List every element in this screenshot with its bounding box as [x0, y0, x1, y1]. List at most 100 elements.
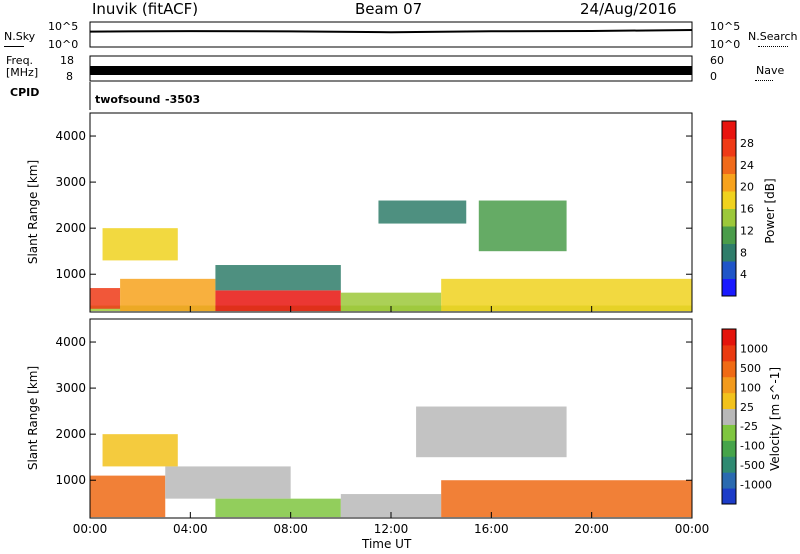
power-cbar-swatch — [722, 226, 736, 244]
power-cbar-swatch — [722, 191, 736, 209]
time-xtick-label: 08:00 — [273, 522, 308, 536]
power-cbar-swatch — [722, 173, 736, 192]
velocity-cbar-swatch — [722, 424, 736, 441]
noise-panel-frame — [89, 21, 693, 48]
nsky-tick-top: 10^5 — [48, 20, 79, 33]
power-cbar-swatch — [722, 156, 736, 174]
power-cbar-tick-label: 12 — [740, 224, 754, 237]
velocity-cbar-swatch — [722, 440, 736, 457]
velocity-ytick-label: 3000 — [55, 381, 86, 395]
nsky-underline — [4, 46, 24, 47]
velocity-band-6 — [102, 434, 178, 467]
nsky-label: N.Sky — [4, 30, 36, 43]
time-xtick-label: 20:00 — [574, 522, 609, 536]
power-cbar-tick-label: 24 — [740, 159, 754, 172]
velocity-cbar-swatch — [722, 456, 736, 473]
power-ytick-label: 1000 — [55, 267, 86, 281]
velocity-cbar-tick-label: -100 — [740, 440, 765, 453]
time-xtick-label: 12:00 — [374, 522, 409, 536]
velocity-cbar-tick-label: -25 — [740, 420, 758, 433]
nave-dots — [755, 80, 773, 81]
velocity-cbar-tick-label: -500 — [740, 459, 765, 472]
cpid-program-id: -3503 — [165, 93, 201, 106]
power-cbar-swatch — [722, 121, 736, 139]
power-band-4 — [215, 265, 341, 291]
power-ylabel: Slant Range [km] — [26, 159, 40, 265]
velocity-band-2 — [215, 498, 341, 518]
velocity-cbar-swatch — [722, 408, 736, 425]
power-band-3 — [215, 290, 341, 312]
power-cbar-swatch — [722, 278, 736, 297]
time-xtick-label: 04:00 — [173, 522, 208, 536]
power-ytick-label: 2000 — [55, 221, 86, 235]
power-cbar-tick-label: 4 — [740, 268, 747, 281]
time-xtick-label: 16:00 — [474, 522, 509, 536]
date-label: 24/Aug/2016 — [580, 0, 677, 18]
velocity-cbar-swatch — [722, 392, 736, 410]
power-band-1 — [90, 288, 121, 309]
power-heatmap — [90, 200, 692, 312]
power-cbar-swatch — [722, 261, 736, 279]
velocity-band-0 — [90, 475, 166, 518]
velocity-band-4 — [441, 480, 692, 518]
power-band-9 — [102, 228, 178, 261]
nsky-tick-bottom: 10^0 — [48, 38, 79, 51]
nave-tick-bottom: 0 — [710, 70, 717, 83]
nsearch-tick-bottom: 10^0 — [710, 38, 741, 51]
velocity-cbar-tick-label: -1000 — [740, 479, 772, 492]
power-band-7 — [378, 200, 467, 224]
time-xtick-label: 00:00 — [73, 522, 108, 536]
power-colorbar: 4 8 12 16 20 24 28 — [721, 120, 754, 297]
cpid-program: twofsound — [95, 93, 161, 106]
freq-label-line1: Freq. — [6, 54, 34, 67]
velocity-cbar-swatch — [722, 472, 736, 489]
velocity-ylabel: Slant Range [km] — [26, 365, 40, 471]
time-xtick-label: 00:00 — [675, 522, 710, 536]
velocity-band-1 — [165, 466, 291, 499]
power-cbar-tick-label: 8 — [740, 246, 747, 259]
power-cbar-frame — [721, 120, 737, 297]
power-band-6 — [441, 278, 692, 312]
power-band-8 — [478, 200, 567, 252]
nsearch-dots — [758, 46, 788, 47]
velocity-cbar-tick-label: 1000 — [740, 342, 768, 355]
velocity-ytick-label: 2000 — [55, 427, 86, 441]
power-band-5 — [340, 292, 442, 312]
velocity-cbar-swatch — [722, 488, 736, 505]
power-ytick-label: 3000 — [55, 175, 86, 189]
nave-tick-top: 60 — [710, 54, 724, 67]
freq-tick-bottom: 8 — [66, 70, 73, 83]
freq-band — [90, 66, 692, 75]
power-cbar-tick-label: 16 — [740, 203, 754, 216]
freq-tick-top: 18 — [60, 54, 74, 67]
velocity-heatmap — [90, 406, 692, 518]
velocity-band-5 — [416, 406, 567, 458]
velocity-band-3 — [340, 494, 442, 518]
velocity-ytick-label: 1000 — [55, 473, 86, 487]
velocity-cbar-swatch — [722, 360, 736, 378]
power-axis-ticks: 1000 2000 3000 4000 — [55, 129, 693, 312]
velocity-cbar-swatch — [722, 329, 736, 346]
site-title: Inuvik (fitACF) — [92, 0, 199, 18]
velocity-cbar-tick-label: 25 — [740, 401, 754, 414]
velocity-colorbar: -1000 -500 -100 -25 25 100 500 1000 — [721, 328, 772, 505]
velocity-cbar-label: Velocity [m s^-1] — [768, 366, 782, 472]
nsearch-label: N.Search — [748, 30, 798, 43]
beam-label: Beam 07 — [355, 0, 423, 18]
power-cbar-tick-label: 28 — [740, 137, 754, 150]
power-cbar-tick-label: 20 — [740, 181, 754, 194]
power-ytick-label: 4000 — [55, 129, 86, 143]
power-band-2 — [120, 278, 216, 312]
power-cbar-label: Power [dB] — [763, 178, 777, 244]
velocity-cbar-tick-label: 500 — [740, 362, 761, 375]
noise-series-line — [89, 29, 693, 34]
velocity-axis-ticks: 1000 2000 3000 4000 00:00 04:00 08:00 12:00 16:0… — [55, 335, 709, 536]
velocity-cbar-swatch — [722, 344, 736, 362]
velocity-cbar-swatch — [722, 376, 736, 394]
cpid-label: CPID — [10, 86, 40, 99]
freq-label-line2: [MHz] — [6, 66, 39, 79]
power-cbar-swatch — [722, 243, 736, 262]
nsearch-tick-top: 10^5 — [710, 20, 741, 33]
velocity-cbar-frame — [721, 328, 737, 505]
